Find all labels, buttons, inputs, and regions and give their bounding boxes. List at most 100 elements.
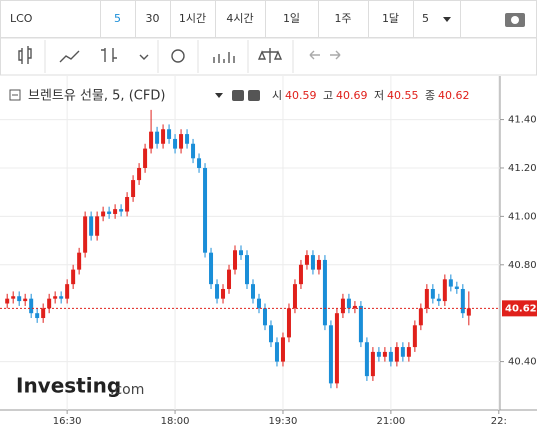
chart-title: 브렌트유 선물, 5, (CFD) <box>28 89 165 104</box>
symbol: LCO <box>10 12 33 25</box>
candle-body <box>71 269 76 285</box>
ohlc-value: 40.59 <box>285 89 317 102</box>
x-tick-label: 19:30 <box>269 416 298 427</box>
candle-body <box>364 342 369 377</box>
interval-label: 5 <box>114 12 121 25</box>
candle-body <box>23 298 28 302</box>
gear-icon[interactable] <box>248 90 260 101</box>
ohlc-label: 고 <box>323 89 333 102</box>
candle-body <box>209 252 214 285</box>
interval-label: 1달 <box>382 12 399 25</box>
interval-label: 30 <box>146 12 160 25</box>
line-icon[interactable] <box>59 50 80 63</box>
x-tick-label: 16:30 <box>53 416 82 427</box>
y-tick-label: 41.00 <box>508 211 537 222</box>
candle-body <box>83 216 88 253</box>
ohlc-value: 40.62 <box>438 89 470 102</box>
settings-icon[interactable] <box>171 49 185 63</box>
candle-body <box>460 288 465 314</box>
candle-body <box>394 347 399 362</box>
candle-icon[interactable] <box>18 46 32 64</box>
candle-body <box>155 131 160 144</box>
candle-body <box>262 308 267 326</box>
candle-body <box>227 269 232 289</box>
candle-body <box>358 305 363 343</box>
candle-body <box>197 158 202 168</box>
candle-body <box>119 209 124 212</box>
candle-body <box>179 134 184 149</box>
candle-body <box>316 259 321 270</box>
dropdown-icon[interactable] <box>139 54 149 60</box>
interval-button[interactable] <box>100 0 136 38</box>
candle-body <box>370 351 375 377</box>
last-price-box <box>502 300 537 317</box>
candle-body <box>430 288 435 299</box>
ohlc-label: 종 <box>425 89 435 102</box>
candle-body <box>47 298 52 309</box>
candle-body <box>448 279 453 287</box>
candle-body <box>215 284 220 299</box>
candle-body <box>77 252 82 270</box>
compare-icon[interactable] <box>257 48 283 63</box>
candle-body <box>466 308 471 316</box>
candle-body <box>233 250 238 270</box>
ohlc-value: 40.69 <box>336 89 368 102</box>
ohlc-label: 저 <box>374 89 384 102</box>
candle-body <box>59 296 64 299</box>
interval-label: 1주 <box>334 12 351 25</box>
interval-button[interactable] <box>318 0 369 38</box>
ohlc-legend: 시 40.59 고 40.69 저 40.55 종 40.62 <box>272 89 470 102</box>
tool-separators <box>44 40 294 73</box>
candle-body <box>352 305 357 309</box>
candle-body <box>167 129 172 139</box>
candle-body <box>256 298 261 309</box>
candle-body <box>191 143 196 159</box>
candle-body <box>239 250 244 256</box>
y-tick-label: 41.20 <box>508 163 537 174</box>
collapse-icon[interactable] <box>9 89 21 101</box>
candle-body <box>35 313 40 319</box>
redo-icon[interactable] <box>330 50 341 60</box>
candle-body <box>412 325 417 348</box>
candle-body <box>203 167 208 253</box>
x-tick-label: 18:00 <box>161 416 190 427</box>
tools-bar <box>0 37 537 76</box>
candle-body <box>5 298 10 304</box>
candle-body <box>131 180 136 198</box>
candle-body <box>101 211 106 217</box>
ohlc-value: 40.55 <box>387 89 419 102</box>
eye-icon[interactable] <box>232 90 244 101</box>
undo-icon[interactable] <box>309 50 320 60</box>
interval-dropdown[interactable] <box>413 0 461 38</box>
camera-lens <box>511 16 519 24</box>
bar-icon[interactable] <box>101 48 117 62</box>
candle-body <box>149 131 154 149</box>
candle-body <box>29 298 34 314</box>
candle-body <box>400 347 405 357</box>
candle-body <box>11 296 16 299</box>
candle-body <box>221 288 226 299</box>
y-tick-label: 40.40 <box>508 357 537 368</box>
logo-name: Investing <box>16 374 121 398</box>
title-dropdown[interactable] <box>215 93 223 98</box>
candle-body <box>185 134 190 144</box>
y-tick-label: 40.80 <box>508 260 537 271</box>
candle-body <box>454 286 459 289</box>
interval-button[interactable] <box>368 0 414 38</box>
symbol-input[interactable] <box>0 0 101 38</box>
last-price-label: 40.62 <box>505 303 537 314</box>
candle-body <box>376 351 381 357</box>
candle-body <box>388 351 393 362</box>
candle-body <box>280 337 285 362</box>
candle-body <box>274 342 279 362</box>
ohlc-label: 시 <box>272 89 282 102</box>
candle-body <box>292 284 297 309</box>
candle-body <box>268 325 273 343</box>
candle-body <box>298 264 303 285</box>
x-tick-label: 22: <box>491 416 507 427</box>
indicator-icon[interactable] <box>213 52 235 63</box>
candle-body <box>107 211 112 214</box>
candle-body <box>328 325 333 384</box>
candle-body <box>125 197 130 212</box>
plot: 40.40 40.80 41.00 41.20 41.40 16:30 18:00 19:30… <box>0 76 537 427</box>
